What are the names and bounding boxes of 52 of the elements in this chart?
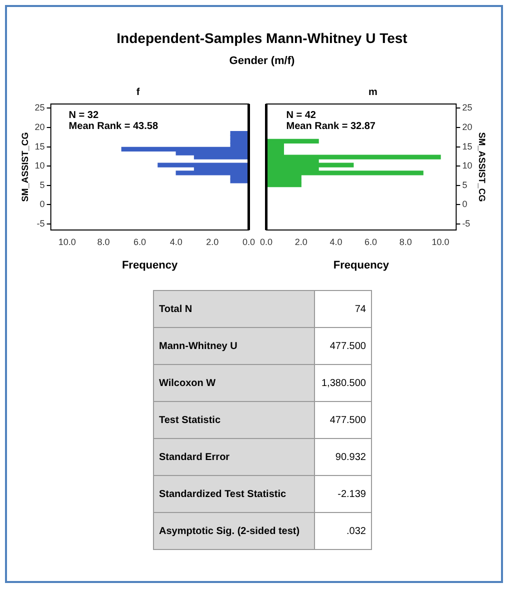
category-label: Standardized Test Statistic <box>154 476 314 512</box>
y-tick-label: 25 <box>462 102 472 113</box>
y-axis-title: SM_ASSIST_CG <box>477 132 488 202</box>
y-tick-label: 15 <box>462 141 472 152</box>
text: 477.500 <box>330 414 366 426</box>
x-tick-label: 2.0 <box>294 236 308 247</box>
category-label: Wilcoxon W <box>154 364 314 402</box>
text: -2.139 <box>338 488 366 500</box>
annotation: Mean Rank = 32.87 <box>286 120 376 132</box>
category-label: Asymptotic Sig. (2-sided test) <box>154 512 314 550</box>
x-tick-label: 10.0 <box>432 236 450 247</box>
category-label: Test Statistic <box>154 402 314 438</box>
x-tick-label: 2.0 <box>206 236 219 247</box>
annotation: N = 32 <box>68 110 99 121</box>
y-tick-label: 10 <box>34 160 45 171</box>
annotation: Mean Rank = 43.58 <box>68 120 158 132</box>
text: Independent-Samples Mann-Whitney U Test <box>116 30 408 46</box>
y-tick-label: 0 <box>462 199 468 210</box>
y-tick-label: 5 <box>40 180 45 190</box>
y-tick-label: -5 <box>36 218 45 228</box>
x-tick-label: 4.0 <box>330 236 342 247</box>
x-tick-label: 6.0 <box>134 236 146 247</box>
text: 74 <box>354 304 366 314</box>
y-tick-label: -5 <box>462 218 470 228</box>
x-tick-label: 0.0 <box>242 236 255 247</box>
category-label: Mann-Whitney U <box>154 328 314 364</box>
x-axis-title: Frequency <box>122 259 178 272</box>
text: Gender (m/f) <box>228 55 296 67</box>
text: 1,380.500 <box>322 378 366 388</box>
y-tick-label: 20 <box>462 122 472 132</box>
text: 90.932 <box>335 452 366 462</box>
text: .032 <box>346 526 366 536</box>
text: 477.500 <box>330 340 366 352</box>
x-axis-title: Frequency <box>333 259 390 272</box>
x-tick-label: 6.0 <box>364 236 378 247</box>
x-tick-label: 8.0 <box>97 236 110 247</box>
y-tick-label: 5 <box>462 180 468 190</box>
y-tick-label: 10 <box>462 160 472 171</box>
y-axis-title: SM_ASSIST_CG <box>20 132 30 202</box>
x-tick-label: 10.0 <box>58 236 76 247</box>
x-tick-label: 4.0 <box>170 236 182 247</box>
annotation: N = 42 <box>286 110 316 121</box>
category-label: Standard Error <box>154 438 314 476</box>
x-tick-label: 8.0 <box>399 236 412 247</box>
y-tick-label: 25 <box>34 102 45 113</box>
y-tick-label: 20 <box>34 122 45 132</box>
y-tick-label: 0 <box>40 199 45 210</box>
x-tick-label: 0.0 <box>260 236 273 247</box>
y-tick-label: 15 <box>34 141 45 152</box>
category-label: Total N <box>154 290 314 328</box>
chart-title: m <box>368 86 378 98</box>
chart-title: f <box>136 86 140 98</box>
